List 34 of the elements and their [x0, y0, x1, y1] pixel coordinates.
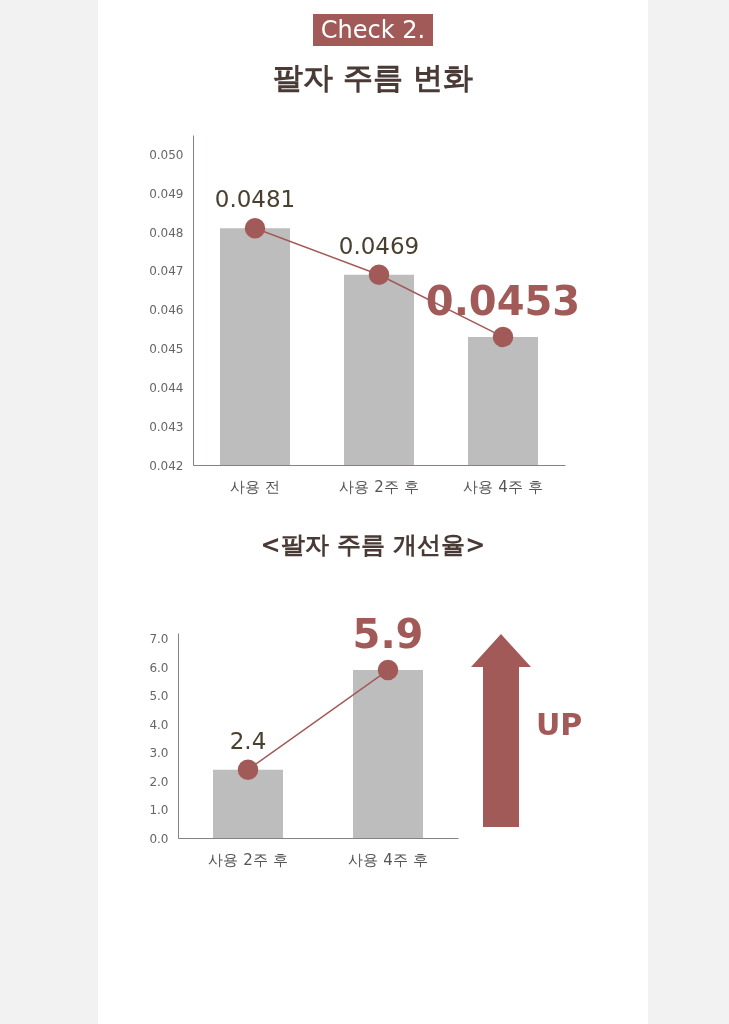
text: UP — [536, 707, 583, 742]
chart-subtitle: Check 2. — [312, 14, 434, 46]
data-label: 0.0469 — [338, 232, 420, 259]
y-tick-label: 6.0 — [149, 660, 169, 675]
data-label: 5.9 — [352, 611, 424, 658]
y-tick-label: 0.048 — [149, 225, 184, 240]
y-tick-label: 0.043 — [149, 419, 184, 434]
x-tick-label: 사용 2주 후 — [208, 850, 288, 869]
y-tick-label: 0.045 — [149, 342, 184, 357]
data-label: 2.4 — [229, 727, 267, 754]
y-tick-label: 0.050 — [149, 147, 184, 162]
point — [368, 264, 390, 285]
y-tick-label: 0.047 — [149, 264, 184, 279]
y-tick-label: 4.0 — [149, 717, 169, 732]
y-tick-label: 1.0 — [149, 803, 169, 818]
y-tick-label: 3.0 — [149, 746, 169, 761]
x-tick-label: 사용 4주 후 — [348, 850, 428, 869]
y-tick-label: 5.0 — [149, 689, 169, 704]
y-tick-label: 7.0 — [149, 632, 169, 647]
y-tick-label: 2.0 — [149, 774, 169, 789]
chart-title: <팔자 주름 개선율> — [259, 530, 487, 561]
x-tick-label: 사용 4주 후 — [463, 477, 543, 496]
point — [244, 217, 266, 239]
data-label: 0.0481 — [214, 186, 296, 213]
y-tick-label: 0.0 — [149, 831, 169, 846]
y-tick-label: 0.046 — [149, 303, 184, 318]
data-label: 0.0453 — [425, 277, 581, 324]
y-tick-label: 0.044 — [149, 380, 184, 395]
y-tick-label: 0.049 — [149, 186, 184, 201]
y-tick-label: 0.042 — [149, 458, 184, 473]
point — [492, 326, 514, 348]
x-tick-label: 사용 전 — [230, 477, 280, 496]
x-tick-label: 사용 2주 후 — [339, 477, 419, 496]
chart-title: 팔자 주름 변화 — [271, 59, 475, 97]
